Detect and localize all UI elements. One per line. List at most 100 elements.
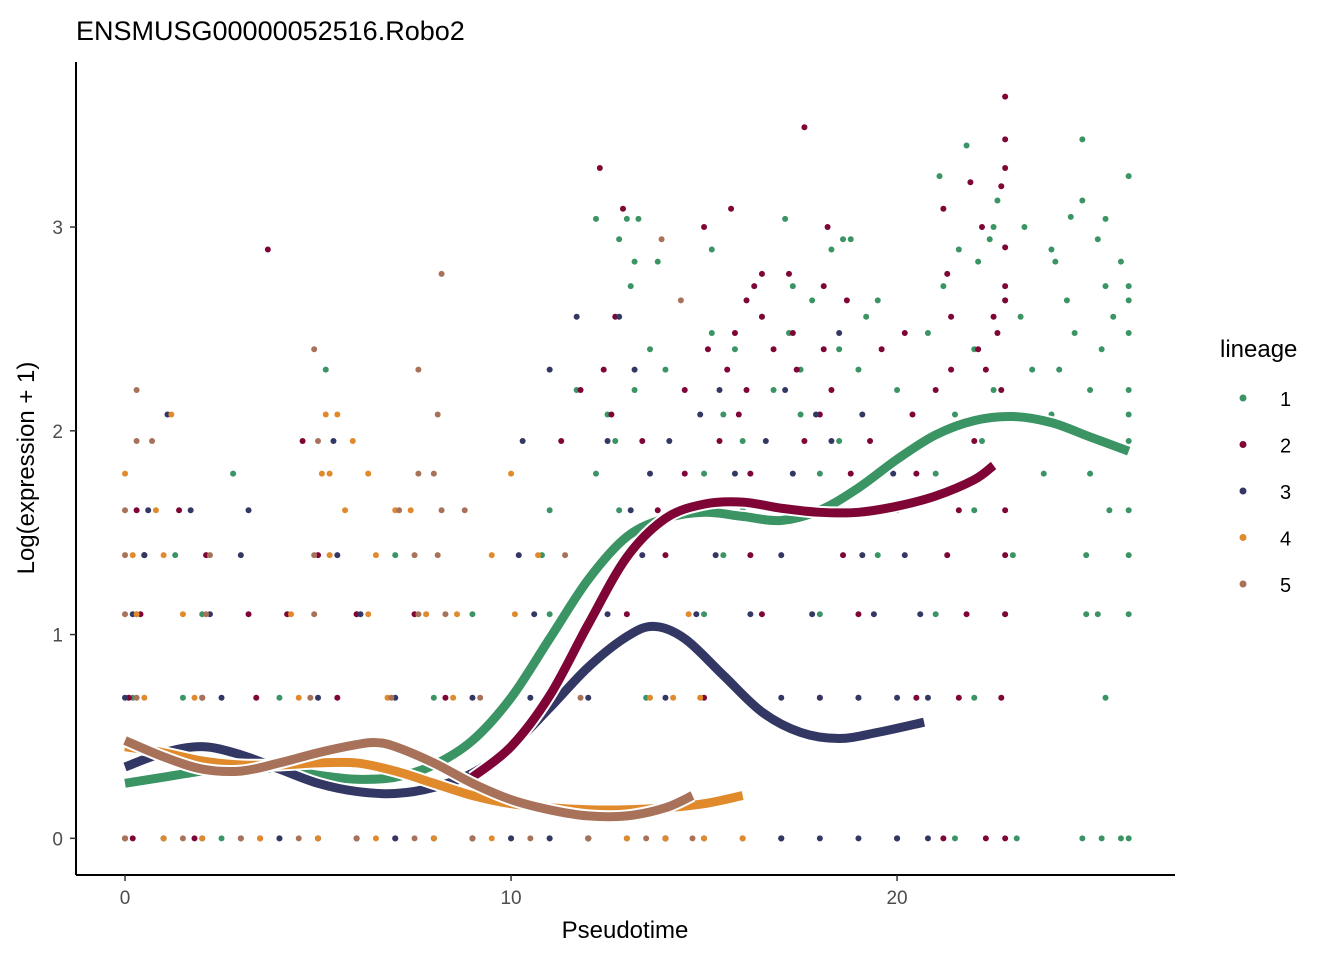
point-lineage-1: [1029, 366, 1036, 373]
point-lineage-1: [855, 366, 862, 373]
point-lineage-3: [836, 330, 843, 336]
point-lineage-5: [315, 437, 322, 444]
point-lineage-2: [1002, 93, 1009, 100]
point-lineage-5: [122, 552, 129, 559]
point-lineage-2: [245, 611, 252, 618]
point-lineage-4: [535, 552, 542, 559]
point-lineage-3: [809, 611, 816, 618]
x-ticks: 0 10 20: [120, 875, 908, 909]
point-lineage-1: [978, 437, 985, 444]
point-lineage-5: [477, 694, 484, 701]
point-lineage-4: [701, 835, 708, 842]
point-lineage-1: [1102, 283, 1109, 290]
point-lineage-1: [963, 142, 970, 149]
legend-label: 3: [1280, 482, 1291, 504]
point-lineage-1: [894, 387, 901, 394]
point-lineage-1: [731, 346, 738, 353]
point-lineage-3: [697, 411, 704, 418]
point-lineage-3: [747, 611, 754, 618]
point-lineage-2: [176, 507, 183, 514]
point-lineage-4: [160, 835, 167, 842]
point-lineage-1: [1098, 835, 1105, 842]
point-lineage-4: [179, 611, 186, 618]
point-lineage-1: [1125, 552, 1132, 559]
point-lineage-2: [654, 507, 661, 514]
y-axis-label: Log(expression + 1): [13, 362, 40, 575]
point-lineage-2: [828, 387, 835, 394]
point-lineage-2: [724, 366, 731, 373]
point-lineage-3: [924, 694, 931, 701]
point-lineage-2: [978, 224, 985, 231]
point-lineage-5: [585, 835, 592, 842]
point-lineage-1: [940, 283, 947, 290]
y-tick-label: 2: [52, 422, 63, 443]
point-lineage-1: [1125, 835, 1132, 842]
point-lineage-3: [870, 611, 877, 618]
point-lineage-3: [527, 694, 534, 701]
point-lineage-5: [415, 611, 422, 618]
point-lineage-4: [334, 411, 341, 418]
point-lineage-3: [334, 552, 341, 559]
legend-label: 1: [1280, 389, 1291, 411]
point-lineage-2: [801, 124, 808, 131]
point-lineage-4: [423, 611, 430, 618]
point-lineage-2: [681, 470, 688, 477]
point-lineage-1: [1102, 215, 1109, 222]
point-lineage-1: [816, 611, 823, 618]
point-lineage-3: [531, 611, 538, 618]
point-lineage-4: [508, 470, 515, 477]
point-lineage-1: [469, 611, 476, 618]
point-lineage-3: [693, 611, 700, 618]
x-tick-label: 0: [120, 888, 131, 909]
point-lineage-2: [975, 346, 982, 353]
point-lineage-5: [122, 835, 129, 842]
point-lineage-5: [411, 552, 418, 559]
point-lineage-5: [434, 411, 441, 418]
point-lineage-2: [600, 366, 607, 373]
point-lineage-1: [932, 470, 939, 477]
point-lineage-1: [623, 215, 630, 222]
point-lineage-1: [1087, 470, 1094, 477]
point-lineage-3: [647, 470, 654, 477]
point-lineage-3: [276, 835, 283, 842]
point-lineage-2: [990, 313, 997, 320]
point-lineage-2: [747, 552, 754, 559]
point-lineage-3: [631, 366, 638, 373]
point-lineage-1: [172, 552, 179, 559]
point-lineage-4: [152, 507, 159, 514]
point-lineage-5: [461, 507, 468, 514]
point-lineage-4: [160, 552, 167, 559]
point-lineage-5: [442, 611, 449, 618]
x-tick-label: 10: [500, 888, 521, 909]
point-lineage-1: [1013, 835, 1020, 842]
point-lineage-1: [828, 246, 835, 253]
point-lineage-4: [295, 694, 302, 701]
point-lineage-2: [1002, 552, 1009, 559]
point-lineage-2: [820, 346, 827, 353]
point-lineage-4: [697, 694, 704, 701]
point-lineage-3: [639, 552, 646, 559]
point-lineage-1: [986, 236, 993, 243]
point-lineage-2: [623, 611, 630, 618]
point-lineage-2: [264, 246, 271, 253]
legend-key-lineage-1: [1239, 394, 1247, 402]
point-lineage-2: [608, 411, 615, 418]
point-lineage-1: [720, 411, 727, 418]
point-lineage-2: [747, 470, 754, 477]
point-lineage-1: [627, 283, 634, 290]
point-lineage-4: [288, 611, 295, 618]
point-lineage-2: [940, 835, 947, 842]
point-lineage-1: [971, 694, 978, 701]
point-lineage-3: [392, 835, 399, 842]
smooth-curve-lineage-2: [469, 461, 997, 781]
point-lineage-2: [994, 330, 1001, 336]
point-lineage-5: [415, 366, 422, 373]
point-lineage-5: [311, 346, 318, 353]
point-lineage-1: [836, 437, 843, 444]
point-lineage-5: [388, 694, 395, 701]
point-lineage-2: [998, 694, 1005, 701]
point-lineage-4: [454, 611, 461, 618]
point-lineage-2: [1002, 611, 1009, 618]
scatter-points: [122, 93, 1132, 842]
point-lineage-3: [237, 552, 244, 559]
